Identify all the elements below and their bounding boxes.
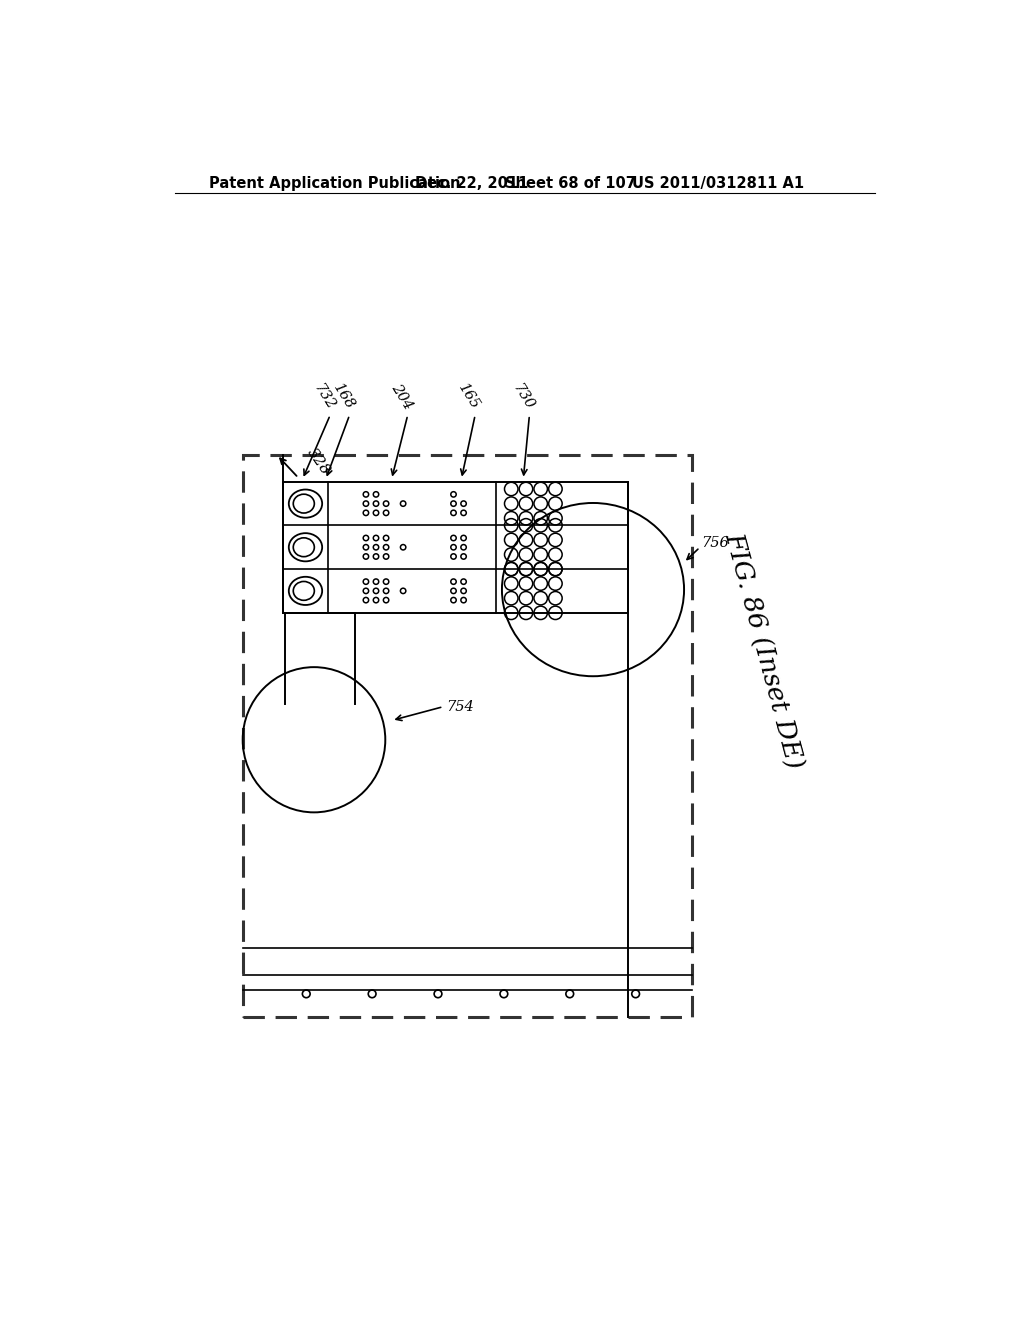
Text: Patent Application Publication: Patent Application Publication	[209, 176, 461, 190]
Text: Dec. 22, 2011: Dec. 22, 2011	[415, 176, 528, 190]
Text: 168: 168	[330, 381, 356, 412]
Text: 754: 754	[445, 700, 473, 714]
Text: 165: 165	[456, 381, 482, 412]
Text: Sheet 68 of 107: Sheet 68 of 107	[505, 176, 636, 190]
Text: 204: 204	[388, 381, 415, 412]
Text: 732: 732	[311, 381, 337, 412]
Text: 756: 756	[701, 536, 729, 550]
Bar	[283, 482, 628, 612]
Bar	[243, 455, 692, 1016]
Text: 328: 328	[305, 446, 333, 478]
Text: US 2011/0312811 A1: US 2011/0312811 A1	[632, 176, 804, 190]
Text: 730: 730	[510, 381, 537, 412]
Text: FIG. 86 (Inset DE): FIG. 86 (Inset DE)	[720, 531, 807, 772]
